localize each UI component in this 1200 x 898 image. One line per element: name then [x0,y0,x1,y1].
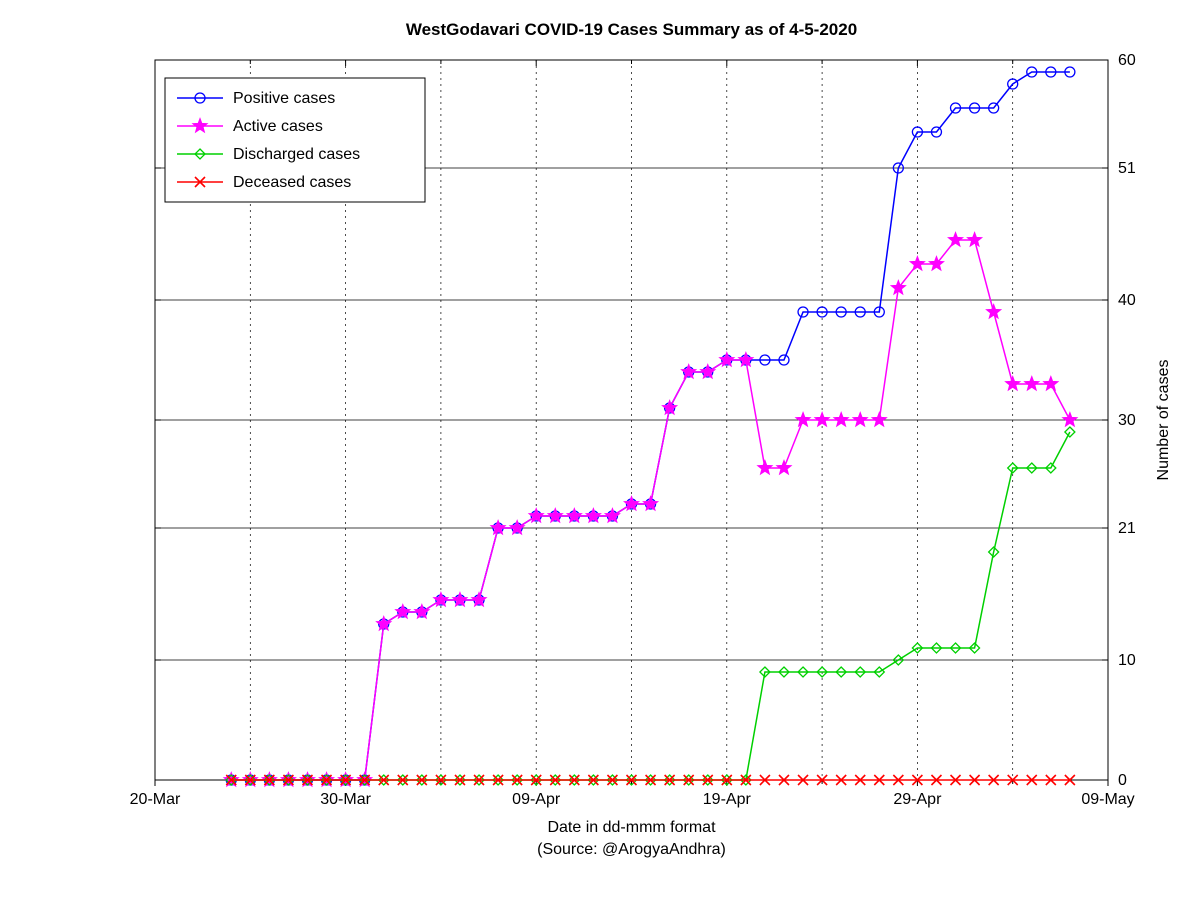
svg-text:Discharged cases: Discharged cases [233,146,360,163]
svg-text:(Source: @ArogyaAndhra): (Source: @ArogyaAndhra) [537,841,726,858]
svg-text:10: 10 [1118,652,1136,669]
svg-text:30-Mar: 30-Mar [320,791,371,808]
svg-text:20-Mar: 20-Mar [130,791,181,808]
svg-text:Positive cases: Positive cases [233,90,335,107]
svg-text:30: 30 [1118,412,1136,429]
covid-chart: 20-Mar 30-Mar 09-Apr 19-Apr 29-Apr 09-May 0 10 2… [0,0,1200,898]
svg-text:09-Apr: 09-Apr [512,791,561,808]
svg-text:Deceased cases: Deceased cases [233,174,351,191]
svg-text:Active cases: Active cases [233,118,323,135]
svg-text:WestGodavari COVID-19 Cases Su: WestGodavari COVID-19 Cases Summary as o… [406,20,857,39]
svg-text:Date in dd-mmm format: Date in dd-mmm format [547,819,716,836]
svg-text:29-Apr: 29-Apr [893,791,942,808]
svg-text:60: 60 [1118,52,1136,69]
svg-text:21: 21 [1118,520,1136,537]
svg-text:09-May: 09-May [1081,791,1134,808]
svg-text:19-Apr: 19-Apr [703,791,752,808]
svg-text:Number of cases: Number of cases [1155,360,1172,481]
chart-container: 20-Mar 30-Mar 09-Apr 19-Apr 29-Apr 09-May 0 10 2… [0,0,1200,898]
svg-text:0: 0 [1118,772,1127,789]
svg-text:51: 51 [1118,160,1136,177]
svg-text:40: 40 [1118,292,1136,309]
